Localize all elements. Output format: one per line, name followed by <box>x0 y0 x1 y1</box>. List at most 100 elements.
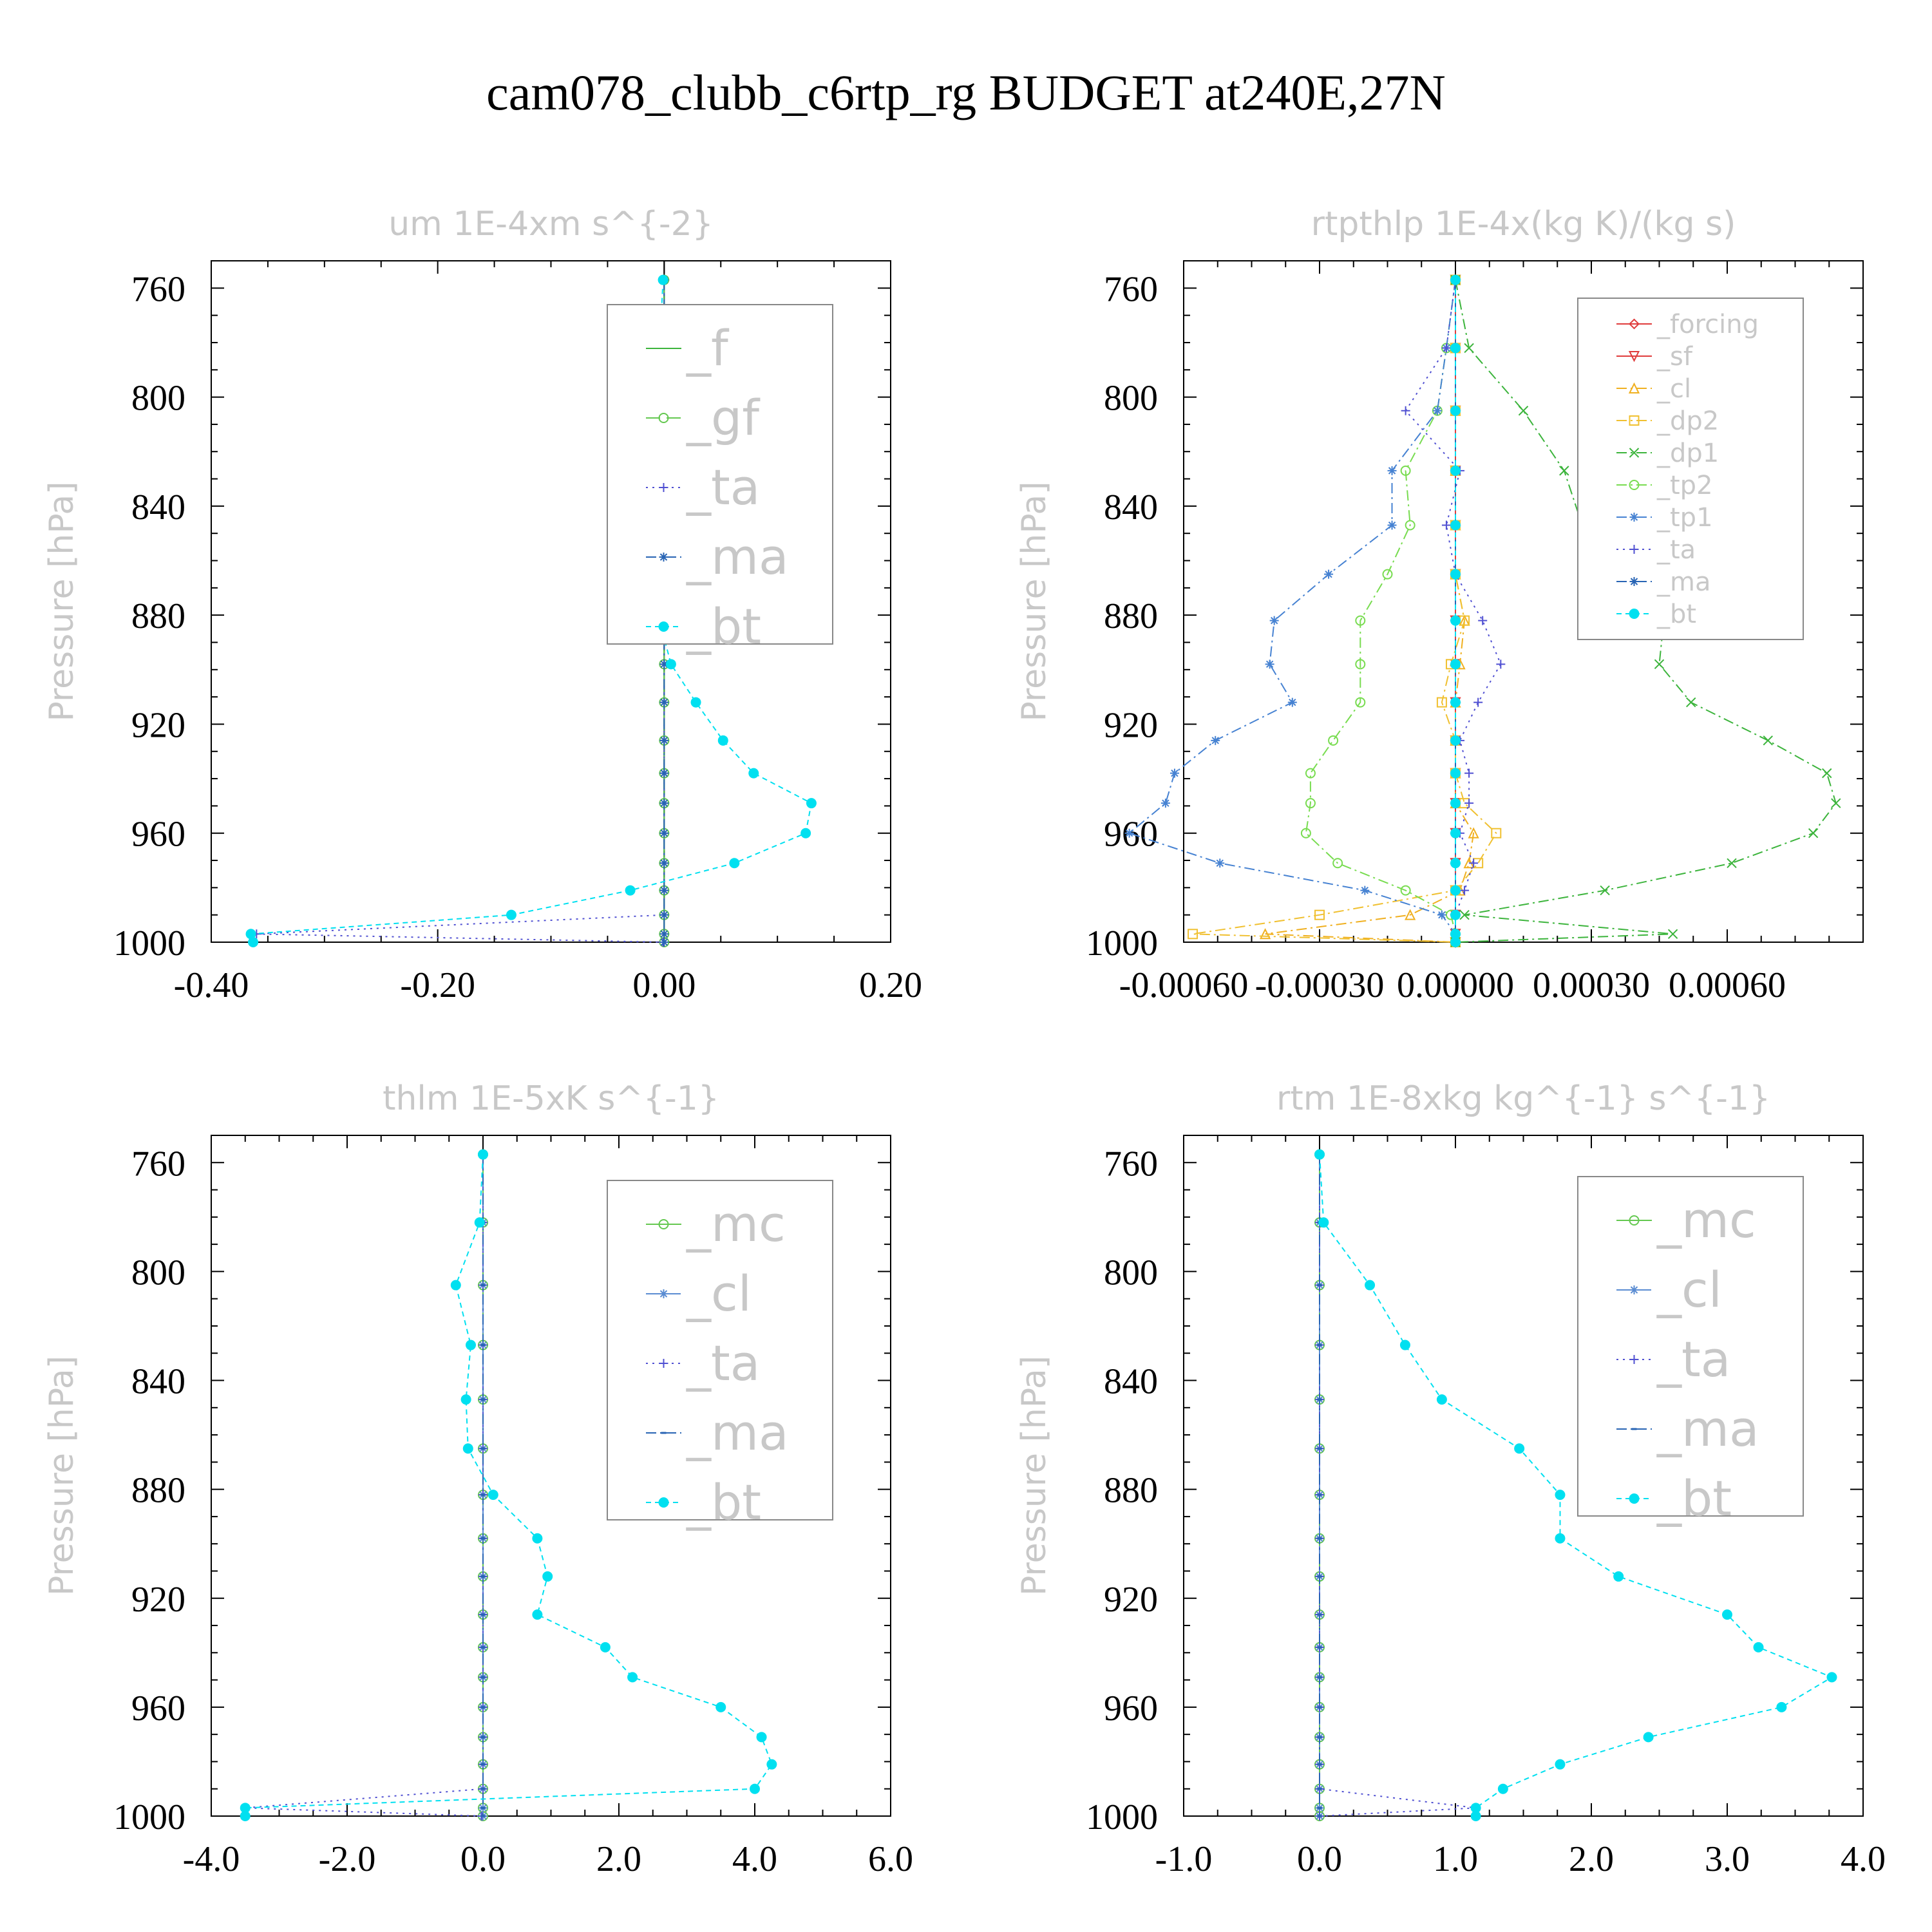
y-tick-label: 920 <box>131 705 185 745</box>
data-point <box>1727 858 1737 868</box>
legend-marker <box>1629 448 1640 458</box>
data-point <box>1188 929 1198 940</box>
legend-marker <box>1629 415 1640 426</box>
data-point <box>1124 828 1134 838</box>
legend-entry-mc: _mc <box>1656 1191 1756 1249</box>
data-point <box>659 768 669 778</box>
data-point <box>1300 828 1311 838</box>
series-cl <box>1259 274 1479 947</box>
y-tick-label: 840 <box>1104 1362 1158 1402</box>
data-point <box>658 274 668 285</box>
series-bt <box>240 1149 777 1821</box>
data-point <box>659 735 669 745</box>
data-point <box>1559 466 1569 476</box>
x-tick-label: 0.0 <box>1297 1839 1342 1879</box>
legend: _f _gf _ta _ma _bt <box>607 304 833 655</box>
data-point <box>1269 616 1279 625</box>
data-point <box>715 1701 726 1712</box>
data-point <box>748 768 759 779</box>
legend-entry-bt: _bt <box>686 1473 761 1531</box>
y-tick-label: 920 <box>1104 705 1158 745</box>
data-point <box>542 1571 553 1582</box>
y-tick-label: 1000 <box>1086 1797 1158 1837</box>
data-point <box>1460 886 1470 895</box>
legend-entry-ma: _ma <box>686 528 789 585</box>
y-tick-label: 920 <box>1104 1580 1158 1620</box>
legend-marker <box>1628 351 1640 363</box>
legend-entry-cl: _cl <box>1656 1261 1722 1318</box>
x-tick-label: 0.00030 <box>1533 965 1650 1005</box>
series-bt <box>1450 274 1461 947</box>
series-line <box>245 1154 484 1817</box>
data-point <box>488 1490 498 1501</box>
data-point <box>1776 1701 1787 1712</box>
legend-box <box>607 304 833 645</box>
y-tick-label: 800 <box>131 379 185 419</box>
data-point <box>240 1811 251 1821</box>
x-tick-label: -1.0 <box>1155 1839 1213 1879</box>
legend-entry-dp2: _dp2 <box>1656 406 1719 436</box>
x-tick-label: 3.0 <box>1705 1839 1750 1879</box>
data-point <box>1491 828 1502 838</box>
legend-entry-sf: _sf <box>1656 342 1693 372</box>
data-point <box>1464 768 1474 778</box>
legend-marker <box>658 1219 669 1229</box>
data-point <box>1432 406 1442 415</box>
x-tick-label: 0.20 <box>859 965 922 1005</box>
y-tick-label: 760 <box>1104 269 1158 309</box>
legend-marker <box>1629 513 1639 522</box>
legend-marker <box>1629 318 1640 330</box>
data-point <box>1387 466 1397 475</box>
data-point <box>1450 909 1461 920</box>
legend-entry-mc: _mc <box>686 1195 786 1253</box>
data-point <box>1399 1340 1410 1350</box>
data-point <box>659 799 669 808</box>
x-tick-label: -0.00060 <box>1119 965 1249 1005</box>
legend-entry-bt: _bt <box>1656 1470 1732 1527</box>
y-axis-label: Pressure [hPa] <box>43 1356 81 1596</box>
data-point <box>1654 659 1665 670</box>
data-point <box>1160 799 1170 808</box>
data-point <box>659 828 669 838</box>
data-point <box>1450 569 1461 580</box>
data-point <box>690 697 701 708</box>
data-point <box>1314 1149 1325 1160</box>
data-point <box>806 798 817 809</box>
data-point <box>1464 343 1474 354</box>
data-point <box>1436 697 1447 708</box>
x-tick-label: 0.00 <box>632 965 696 1005</box>
data-point <box>1555 1490 1566 1501</box>
x-tick-label: -4.0 <box>183 1839 240 1879</box>
data-point <box>1259 928 1271 940</box>
x-tick-label: 0.0 <box>460 1839 506 1879</box>
legend-box <box>1577 298 1804 640</box>
data-point <box>1314 909 1325 920</box>
legend-marker <box>1629 545 1639 554</box>
data-point <box>1450 735 1461 746</box>
data-point <box>1401 406 1410 415</box>
data-point <box>1763 735 1774 746</box>
legend-marker <box>1628 382 1640 393</box>
data-point <box>659 910 669 920</box>
legend-entry-ta: _ta <box>686 459 760 516</box>
data-point <box>625 885 636 896</box>
legend-marker <box>659 1359 668 1368</box>
data-point <box>1808 828 1819 838</box>
data-point <box>1555 1533 1566 1544</box>
data-point <box>1496 659 1506 669</box>
y-tick-label: 800 <box>1104 1253 1158 1293</box>
y-tick-label: 840 <box>131 1362 185 1402</box>
data-point <box>1355 615 1366 626</box>
y-tick-label: 1000 <box>113 1797 185 1837</box>
data-point <box>1478 616 1488 625</box>
legend-marker <box>1629 577 1639 586</box>
legend-entry-forcing: _forcing <box>1656 310 1759 339</box>
data-point <box>248 937 259 947</box>
data-point <box>750 1783 760 1794</box>
legend-marker <box>1629 480 1640 490</box>
data-point <box>240 1803 251 1814</box>
legend: _forcing _sf_cl_dp2 _dp1 _tp2 _tp1_ta_ma _bt <box>1577 298 1804 640</box>
panel-rtpthlp: rtpthlp 1E-4x(kg K)/(kg s) Pressure [hPa]… <box>1015 205 1864 1005</box>
data-point <box>1215 858 1225 868</box>
